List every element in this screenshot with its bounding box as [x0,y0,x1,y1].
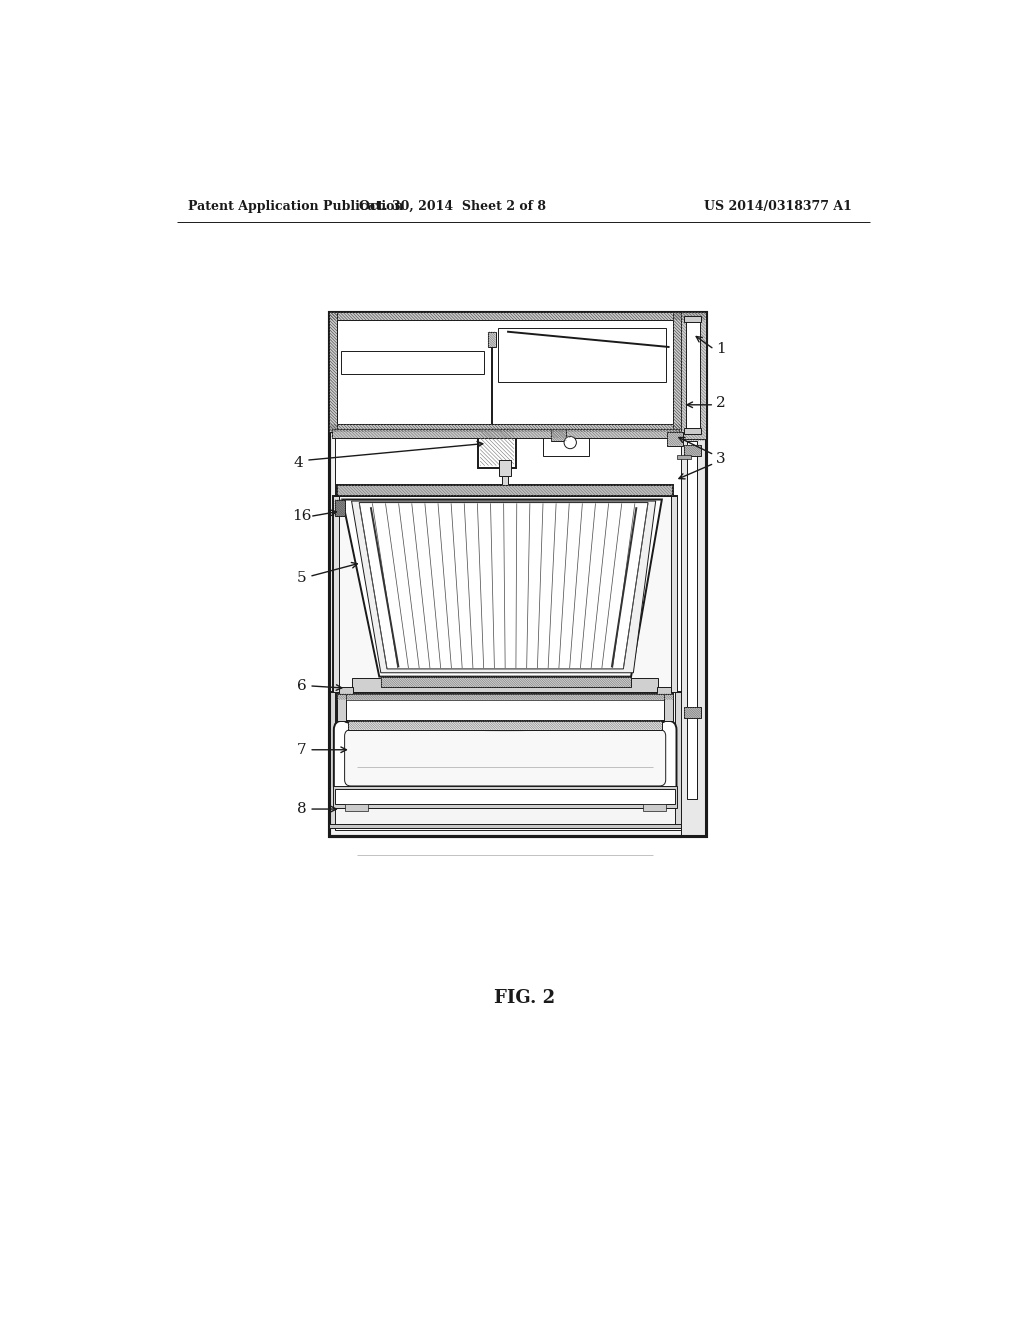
FancyBboxPatch shape [334,721,677,795]
Bar [684,428,701,434]
Text: 3: 3 [716,451,725,466]
Bar [337,693,674,721]
Bar [502,475,508,484]
Bar [333,496,339,692]
Bar [330,424,681,432]
Bar [345,804,368,810]
Bar [478,425,516,469]
Text: Patent Application Publication: Patent Application Publication [188,199,403,213]
Bar [498,327,666,381]
Text: 1: 1 [716,342,726,356]
Bar [337,693,674,700]
Bar [339,688,353,693]
Bar [381,677,631,688]
Bar [684,317,701,322]
Bar [333,496,677,692]
Bar [687,441,696,799]
Polygon shape [351,502,655,673]
Text: 7: 7 [297,743,306,756]
Bar [330,313,337,432]
Bar [336,318,699,830]
Bar [544,433,590,457]
Bar [684,445,701,455]
Bar [681,432,706,836]
Bar [657,688,671,693]
Text: Oct. 30, 2014  Sheet 2 of 8: Oct. 30, 2014 Sheet 2 of 8 [359,199,546,213]
Bar [336,789,675,804]
Text: US 2014/0318377 A1: US 2014/0318377 A1 [705,199,852,213]
Text: FIG. 2: FIG. 2 [495,989,555,1007]
Bar [352,678,658,692]
Bar [333,785,677,808]
Bar [330,825,681,829]
Bar [341,351,484,374]
Bar [330,313,706,836]
Bar [348,721,662,730]
Bar [551,429,566,441]
Bar [665,693,674,721]
Text: 2: 2 [716,396,726,411]
Bar [337,321,674,424]
Bar [677,455,691,459]
Bar [330,692,681,829]
Text: 5: 5 [297,572,306,585]
Bar [674,313,681,432]
Bar [330,692,336,829]
Bar [675,692,681,829]
Bar [332,429,679,438]
Bar [337,693,346,721]
Bar [643,804,666,810]
Bar [335,499,345,516]
Polygon shape [342,499,662,677]
Text: 6: 6 [297,678,306,693]
FancyBboxPatch shape [345,730,666,785]
Bar [330,313,706,836]
Text: 8: 8 [297,803,306,816]
Circle shape [564,437,577,449]
Polygon shape [359,503,648,669]
Text: 4: 4 [294,455,303,470]
Bar [337,484,674,496]
Bar [681,313,706,440]
Bar [668,432,683,446]
Bar [671,496,677,692]
Bar [499,461,511,475]
Bar [330,313,706,321]
Bar [487,331,496,347]
Bar [686,318,699,433]
Bar [684,708,701,718]
Text: 16: 16 [292,510,311,524]
